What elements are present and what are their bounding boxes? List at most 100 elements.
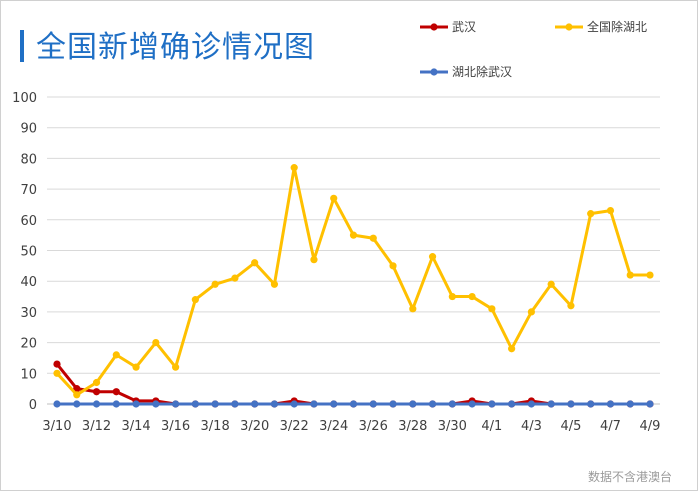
data-point: [508, 400, 516, 408]
data-point: [172, 363, 180, 371]
data-point: [231, 274, 239, 282]
data-point: [92, 388, 101, 396]
legend-marker: [430, 23, 438, 31]
data-point: [567, 400, 575, 408]
x-axis-ticks: 3/10 3/12 3/14 3/16 3/18 3/20 3/22 3/24 3/26 3/28…: [42, 419, 660, 434]
data-point: [270, 280, 279, 288]
x-tick-label: 3/22: [280, 419, 309, 434]
data-point: [389, 400, 397, 408]
x-tick-label: 3/20: [240, 419, 269, 434]
data-point: [231, 400, 239, 408]
legend-item: 湖北除武汉: [420, 64, 512, 79]
data-point: [73, 400, 81, 408]
data-point: [349, 231, 358, 239]
legend-marker: [430, 68, 438, 76]
x-tick-label: 4/7: [600, 419, 621, 434]
x-tick-label: 3/12: [82, 419, 111, 434]
y-tick-label: 0: [29, 398, 37, 413]
y-tick-label: 80: [20, 152, 37, 167]
data-point: [112, 388, 120, 396]
data-point: [211, 280, 219, 288]
data-point: [567, 302, 575, 310]
data-point: [448, 400, 456, 408]
y-tick-label: 40: [20, 275, 37, 290]
data-point: [369, 400, 377, 408]
data-point: [152, 339, 160, 347]
data-point: [73, 391, 81, 399]
x-tick-label: 4/5: [560, 419, 581, 434]
data-point: [409, 400, 417, 408]
y-tick-label: 10: [20, 367, 37, 382]
y-tick-label: 60: [20, 214, 37, 229]
x-tick-label: 3/10: [42, 419, 71, 434]
title-accent-bar: [20, 30, 24, 62]
x-tick-label: 3/30: [438, 419, 467, 434]
data-point: [448, 292, 456, 301]
data-point: [310, 256, 318, 264]
data-point: [508, 345, 516, 353]
data-point: [488, 400, 496, 408]
series-2: [53, 400, 654, 408]
data-point: [646, 400, 654, 408]
x-tick-label: 3/26: [359, 419, 388, 434]
series-line: [55, 363, 650, 406]
chart-title: 全国新增确诊情况图: [36, 30, 315, 65]
y-axis-ticks: 0 10 20 30 40 50 60 70 80 90 100: [12, 91, 37, 413]
grid-lines: [47, 96, 660, 405]
data-point: [191, 400, 199, 408]
x-tick-label: 3/28: [398, 419, 427, 434]
data-point: [646, 271, 654, 279]
data-point: [112, 351, 120, 359]
data-point: [468, 400, 476, 408]
y-tick-label: 30: [20, 306, 37, 321]
data-point: [389, 262, 397, 270]
data-point: [152, 400, 160, 408]
data-point: [626, 271, 634, 279]
data-point: [587, 210, 595, 218]
data-point: [330, 194, 338, 202]
data-point: [310, 400, 318, 408]
data-point: [53, 360, 61, 368]
x-tick-label: 4/1: [481, 419, 502, 434]
y-tick-label: 70: [20, 183, 37, 198]
data-point: [211, 400, 219, 408]
data-point: [251, 259, 259, 267]
data-point: [53, 400, 61, 408]
legend-label: 湖北除武汉: [452, 64, 512, 79]
data-point: [132, 363, 140, 371]
data-point: [547, 400, 555, 408]
series-group: [53, 164, 654, 408]
data-point: [527, 308, 536, 316]
data-point: [606, 400, 615, 408]
x-tick-label: 4/3: [521, 419, 542, 434]
x-tick-label: 3/24: [319, 419, 348, 434]
data-point: [428, 253, 437, 261]
data-point: [369, 234, 377, 242]
data-point: [468, 292, 476, 301]
y-tick-label: 50: [20, 245, 37, 260]
data-point: [172, 400, 180, 408]
data-point: [606, 206, 615, 215]
data-point: [488, 305, 496, 313]
data-point: [428, 400, 437, 408]
data-point: [191, 296, 199, 304]
legend-item: 武汉: [420, 20, 476, 34]
data-point: [73, 385, 81, 393]
data-point: [626, 400, 634, 408]
data-point: [290, 164, 298, 172]
data-point: [92, 400, 101, 408]
data-point: [92, 378, 101, 387]
data-point: [53, 369, 61, 377]
data-point: [290, 400, 298, 408]
y-tick-label: 90: [20, 122, 37, 137]
data-point: [330, 400, 338, 408]
x-tick-label: 3/14: [121, 419, 150, 434]
data-point: [409, 305, 417, 313]
y-tick-label: 100: [12, 91, 37, 106]
data-point: [132, 400, 140, 408]
legend-marker: [565, 23, 573, 31]
legend-item: 全国除湖北: [555, 19, 647, 34]
x-tick-label: 3/16: [161, 419, 190, 434]
